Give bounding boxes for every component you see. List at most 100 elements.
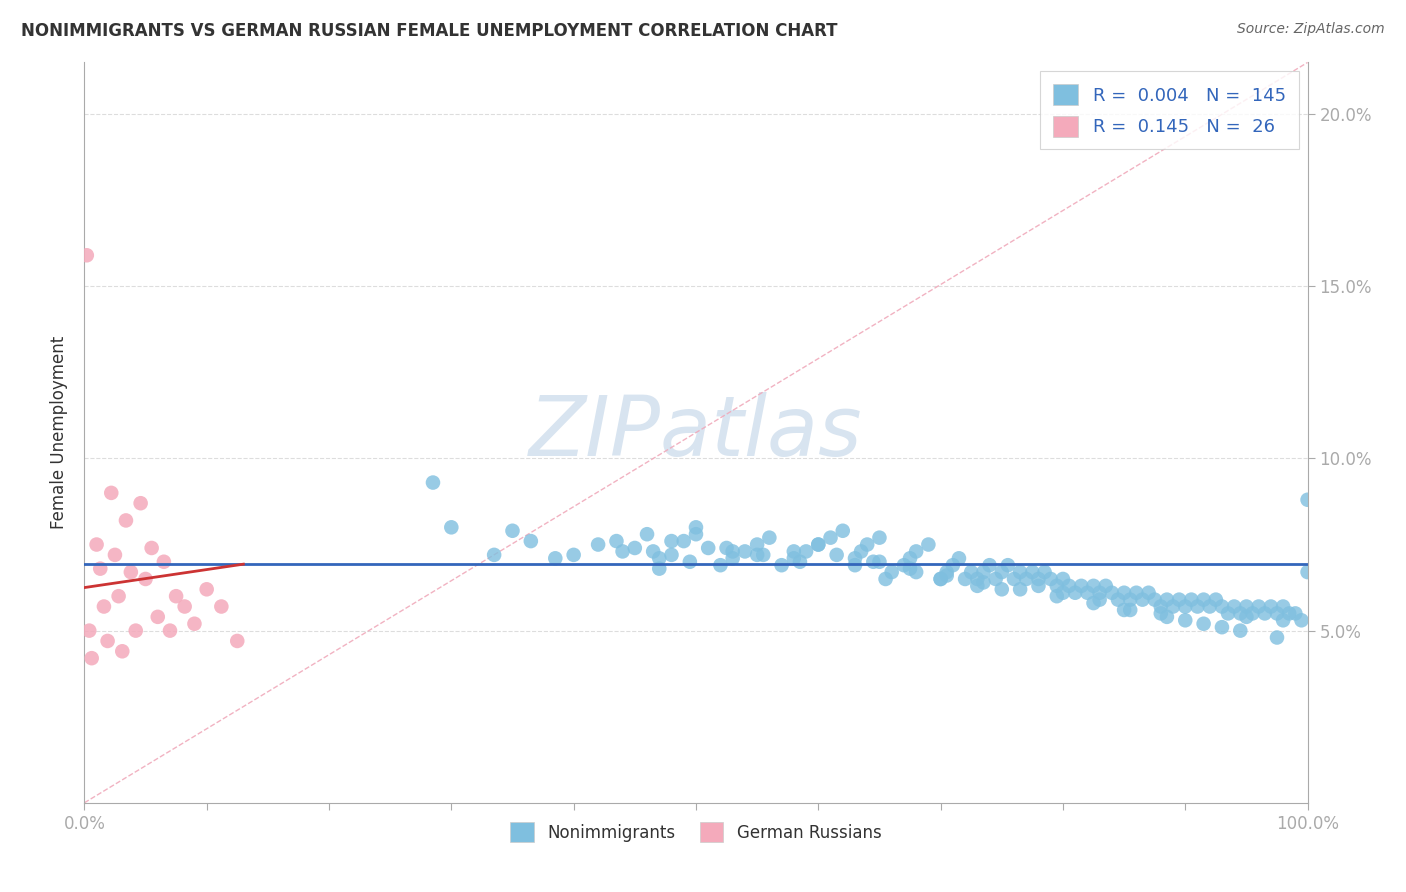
- Point: [643, 544, 665, 558]
- Point: [544, 551, 567, 566]
- Point: [672, 534, 695, 549]
- Point: [747, 548, 769, 562]
- Point: [209, 599, 232, 614]
- Point: [1119, 592, 1142, 607]
- Point: [1002, 572, 1025, 586]
- Point: [831, 524, 853, 538]
- Point: [1192, 616, 1215, 631]
- Point: [1161, 599, 1184, 614]
- Point: [1229, 607, 1251, 621]
- Point: [1241, 607, 1264, 621]
- Point: [960, 565, 983, 579]
- Point: [1205, 592, 1227, 607]
- Point: [1083, 579, 1105, 593]
- Point: [1223, 599, 1246, 614]
- Point: [195, 582, 218, 597]
- Point: [1083, 596, 1105, 610]
- Point: [1064, 586, 1087, 600]
- Point: [758, 531, 780, 545]
- Point: [1010, 582, 1032, 597]
- Point: [1265, 631, 1288, 645]
- Point: [226, 634, 249, 648]
- Point: [1187, 599, 1209, 614]
- Point: [661, 548, 683, 562]
- Point: [1046, 589, 1069, 603]
- Point: [605, 534, 627, 549]
- Point: [679, 555, 702, 569]
- Point: [770, 558, 793, 573]
- Point: [935, 565, 957, 579]
- Point: [1296, 565, 1319, 579]
- Point: [183, 616, 205, 631]
- Point: [844, 558, 866, 573]
- Point: [1046, 579, 1069, 593]
- Point: [1039, 572, 1062, 586]
- Point: [1028, 572, 1050, 586]
- Point: [1272, 613, 1295, 627]
- Point: [636, 527, 658, 541]
- Point: [1076, 586, 1098, 600]
- Point: [752, 548, 775, 562]
- Point: [917, 537, 939, 551]
- Point: [1052, 586, 1074, 600]
- Point: [1101, 586, 1123, 600]
- Point: [929, 572, 952, 586]
- Point: [972, 565, 994, 579]
- Point: [1094, 579, 1116, 593]
- Point: [1211, 599, 1233, 614]
- Point: [135, 572, 157, 586]
- Point: [942, 558, 965, 573]
- Point: [869, 531, 891, 545]
- Point: [1052, 572, 1074, 586]
- Point: [1021, 565, 1043, 579]
- Point: [422, 475, 444, 490]
- Point: [1156, 610, 1178, 624]
- Point: [685, 527, 707, 541]
- Point: [997, 558, 1019, 573]
- Point: [1192, 592, 1215, 607]
- Point: [1070, 579, 1092, 593]
- Point: [115, 513, 138, 527]
- Point: [721, 544, 744, 558]
- Point: [482, 548, 505, 562]
- Point: [929, 572, 952, 586]
- Point: [648, 551, 671, 566]
- Point: [120, 565, 142, 579]
- Point: [624, 541, 647, 555]
- Point: [1107, 592, 1129, 607]
- Point: [173, 599, 195, 614]
- Point: [80, 651, 103, 665]
- Point: [875, 572, 897, 586]
- Point: [93, 599, 115, 614]
- Point: [716, 541, 738, 555]
- Point: [953, 572, 976, 586]
- Point: [794, 544, 817, 558]
- Point: [1229, 624, 1251, 638]
- Point: [648, 561, 671, 575]
- Point: [562, 548, 585, 562]
- Point: [1265, 607, 1288, 621]
- Point: [1216, 607, 1239, 621]
- Point: [1180, 592, 1202, 607]
- Legend: Nonimmigrants, German Russians: Nonimmigrants, German Russians: [502, 814, 890, 850]
- Point: [1156, 592, 1178, 607]
- Point: [77, 624, 100, 638]
- Point: [991, 565, 1014, 579]
- Point: [141, 541, 163, 555]
- Point: [783, 551, 806, 566]
- Point: [948, 551, 970, 566]
- Point: [111, 644, 134, 658]
- Point: [807, 537, 830, 551]
- Point: [1284, 607, 1306, 621]
- Point: [1254, 607, 1277, 621]
- Point: [966, 579, 988, 593]
- Point: [869, 555, 891, 569]
- Point: [1028, 579, 1050, 593]
- Point: [721, 551, 744, 566]
- Point: [844, 551, 866, 566]
- Point: [697, 541, 720, 555]
- Point: [125, 624, 148, 638]
- Text: Source: ZipAtlas.com: Source: ZipAtlas.com: [1237, 22, 1385, 37]
- Point: [1247, 599, 1270, 614]
- Point: [747, 537, 769, 551]
